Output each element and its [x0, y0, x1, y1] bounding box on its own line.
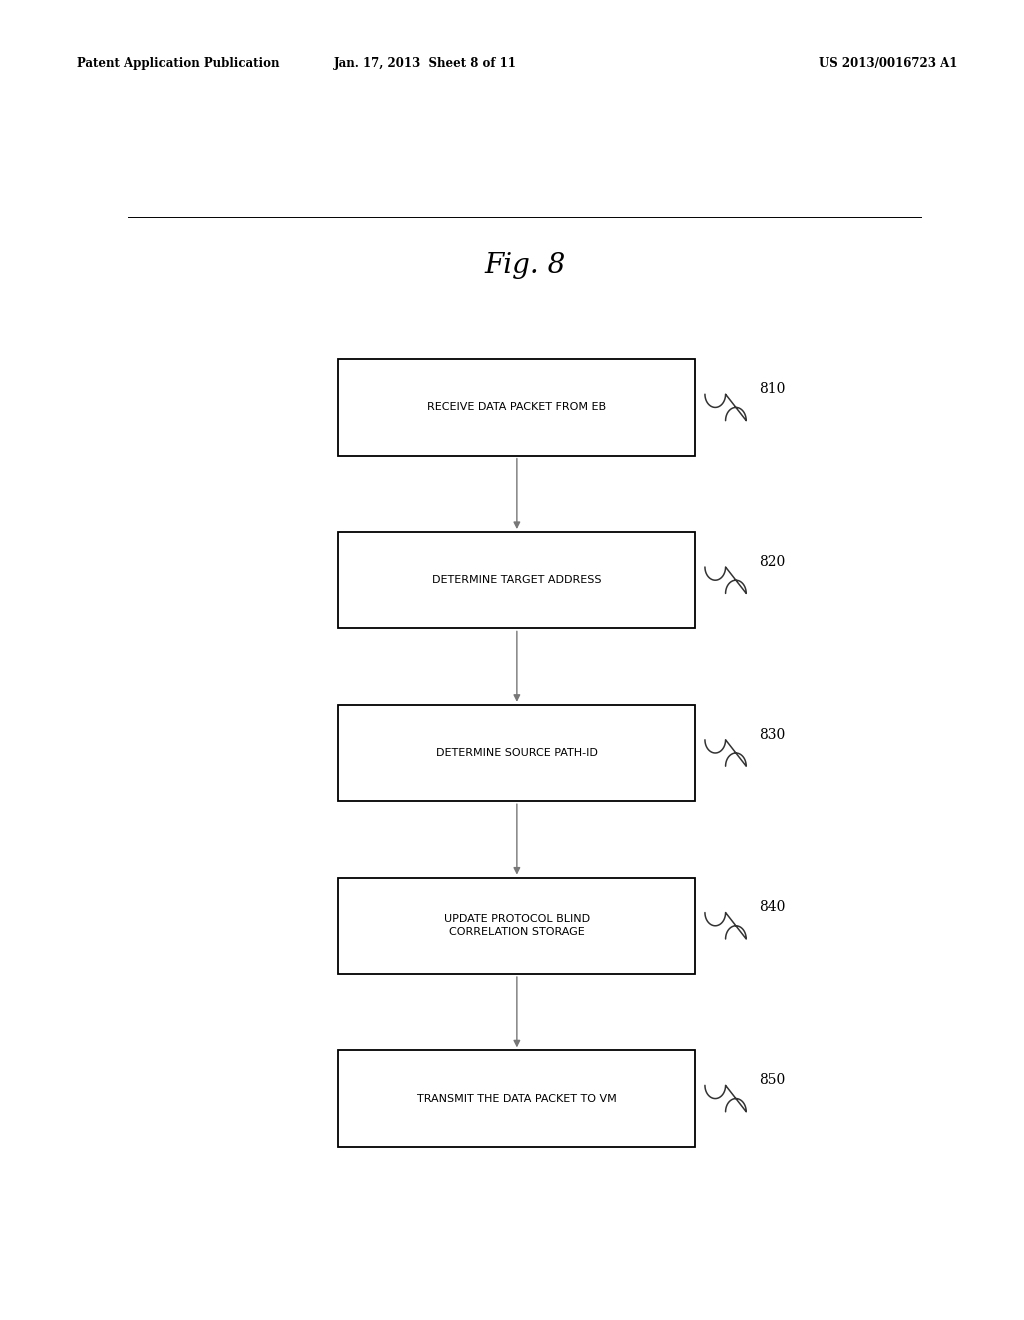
Text: 840: 840	[759, 900, 785, 915]
Bar	[338, 878, 695, 974]
Text: UPDATE PROTOCOL BLIND
CORRELATION STORAGE: UPDATE PROTOCOL BLIND CORRELATION STORAG…	[443, 915, 590, 937]
Text: 810: 810	[759, 381, 785, 396]
Text: DETERMINE TARGET ADDRESS: DETERMINE TARGET ADDRESS	[432, 576, 602, 585]
Bar	[338, 359, 695, 455]
Text: 830: 830	[759, 727, 785, 742]
Text: DETERMINE SOURCE PATH-ID: DETERMINE SOURCE PATH-ID	[436, 748, 598, 758]
Text: Jan. 17, 2013  Sheet 8 of 11: Jan. 17, 2013 Sheet 8 of 11	[334, 57, 516, 70]
Bar	[338, 705, 695, 801]
Bar	[338, 532, 695, 628]
Bar	[338, 1051, 695, 1147]
Text: US 2013/0016723 A1: US 2013/0016723 A1	[819, 57, 957, 70]
Text: TRANSMIT THE DATA PACKET TO VM: TRANSMIT THE DATA PACKET TO VM	[417, 1093, 616, 1104]
Text: Patent Application Publication: Patent Application Publication	[77, 57, 280, 70]
Text: 850: 850	[759, 1073, 785, 1088]
Text: RECEIVE DATA PACKET FROM EB: RECEIVE DATA PACKET FROM EB	[427, 403, 606, 412]
Text: 820: 820	[759, 554, 785, 569]
Text: Fig. 8: Fig. 8	[484, 252, 565, 279]
